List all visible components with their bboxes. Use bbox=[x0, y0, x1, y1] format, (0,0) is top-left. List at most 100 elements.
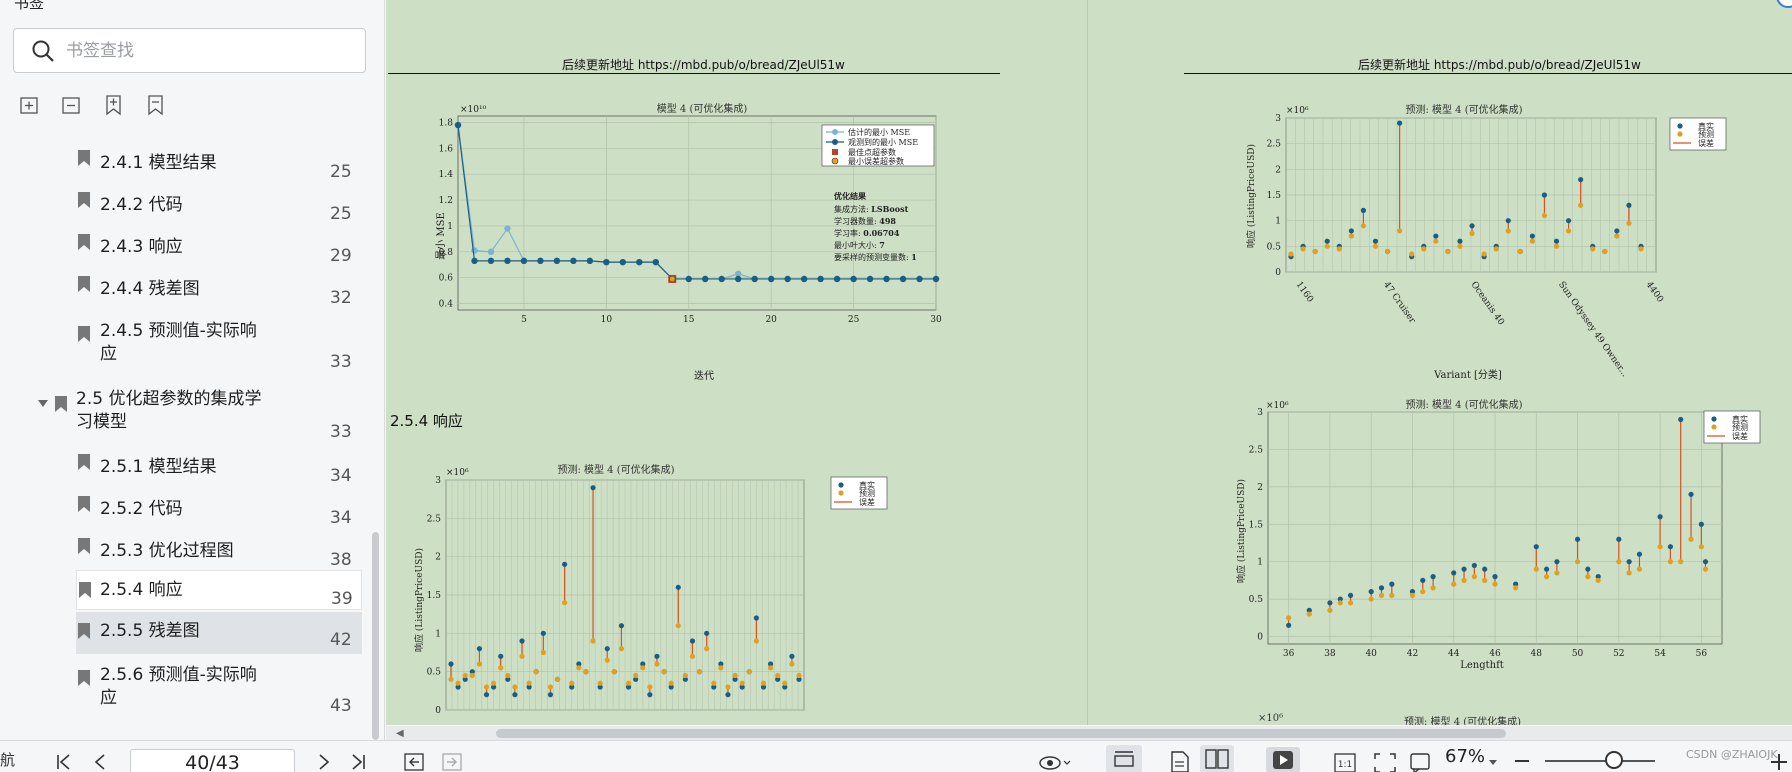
page-number-field[interactable]: 40/43 bbox=[130, 749, 295, 772]
bookmark-item[interactable]: 2.4.2 代码 25 bbox=[0, 188, 365, 228]
predicted-point bbox=[1347, 600, 1354, 606]
bookmark-search-input[interactable] bbox=[66, 37, 346, 65]
true-point bbox=[1585, 566, 1591, 572]
annotation-label: 集成方法: bbox=[834, 204, 871, 214]
single-page-icon[interactable] bbox=[1170, 751, 1190, 772]
legend-label: 真实 bbox=[859, 480, 875, 490]
bookmark-page: 42 bbox=[330, 630, 352, 650]
two-page-view-button[interactable] bbox=[1200, 745, 1234, 772]
y-tick-label: 0 bbox=[1275, 268, 1281, 278]
bookmark-item[interactable]: 2.5.1 模型结果 34 bbox=[0, 450, 365, 490]
fit-width-icon[interactable] bbox=[1410, 753, 1432, 772]
play-icon bbox=[1273, 751, 1293, 769]
predicted-point bbox=[1554, 570, 1560, 576]
document-view[interactable]: 后续更新地址 https://mbd.pub/o/bread/ZJeUl51w … bbox=[386, 0, 1792, 725]
data-point bbox=[471, 247, 478, 254]
bookmark-label: 2.5.4 响应 bbox=[100, 580, 183, 600]
add-bookmark-icon[interactable] bbox=[104, 94, 124, 116]
fit-page-icon[interactable] bbox=[1374, 753, 1396, 772]
continuous-view-button[interactable] bbox=[1106, 745, 1142, 772]
true-point bbox=[1636, 551, 1643, 557]
predicted-point bbox=[1553, 243, 1560, 249]
true-point bbox=[753, 615, 759, 621]
delete-bookmark-icon[interactable] bbox=[146, 94, 166, 116]
bookmark-page: 33 bbox=[330, 422, 352, 442]
predicted-point bbox=[1409, 251, 1415, 257]
floating-tool-icon[interactable] bbox=[1764, 0, 1792, 16]
true-point bbox=[1553, 238, 1560, 244]
scrollbar-thumb[interactable] bbox=[496, 729, 1506, 738]
play-button[interactable] bbox=[1266, 747, 1300, 772]
predicted-point bbox=[462, 672, 468, 679]
zoom-out-icon[interactable] bbox=[1514, 757, 1530, 765]
back-icon[interactable] bbox=[404, 753, 424, 771]
chart-title: 预测: 模型 4 (可优化集成) bbox=[1405, 103, 1522, 116]
data-point bbox=[652, 258, 659, 266]
zoom-dropdown-icon[interactable] bbox=[1488, 759, 1498, 767]
sidebar-scrollbar[interactable] bbox=[372, 532, 379, 740]
bookmark-item[interactable]: 2.4.4 残差图 32 bbox=[0, 272, 365, 312]
bookmark-item-hovered[interactable]: 2.5.4 响应 39 bbox=[76, 570, 362, 610]
bookmark-item[interactable]: 2.4.3 响应 29 bbox=[0, 230, 365, 270]
zoom-level[interactable]: 67% bbox=[1445, 746, 1486, 767]
bookmark-item[interactable]: 2.5.3 优化过程图 38 bbox=[0, 534, 365, 574]
true-point bbox=[1543, 566, 1550, 572]
expand-all-icon[interactable] bbox=[20, 94, 40, 116]
collapse-triangle-icon[interactable] bbox=[38, 400, 48, 407]
horizontal-scrollbar[interactable]: ◀ bbox=[386, 726, 1792, 740]
predicted-point bbox=[739, 680, 745, 686]
bookmark-label-cont: 应 bbox=[100, 344, 117, 364]
bookmark-item[interactable]: 2.5.6 预测值-实际响 应 43 bbox=[0, 658, 365, 720]
predicted-point bbox=[782, 680, 788, 686]
bookmark-page: 29 bbox=[330, 246, 352, 266]
predicted-point bbox=[1368, 596, 1374, 602]
forward-icon[interactable] bbox=[442, 753, 462, 771]
last-page-icon[interactable] bbox=[350, 754, 366, 770]
actual-size-icon[interactable]: 1:1 bbox=[1334, 753, 1356, 772]
predicted-point bbox=[732, 672, 738, 679]
x-tick-label: 52 bbox=[1613, 649, 1624, 659]
true-point bbox=[1513, 581, 1519, 587]
scroll-left-icon[interactable]: ◀ bbox=[396, 728, 404, 739]
bookmark-list: 2.4.1 模型结果 25 2.4.2 代码 25 2.4.3 响应 29 2.… bbox=[0, 144, 370, 734]
y-tick-label: 1.5 bbox=[1267, 191, 1282, 201]
bookmark-search-box[interactable] bbox=[13, 28, 366, 73]
previous-page-icon[interactable] bbox=[94, 754, 106, 770]
predicted-point bbox=[448, 676, 454, 682]
bookmark-item[interactable]: 2.5.2 代码 34 bbox=[0, 492, 365, 532]
predicted-point bbox=[526, 680, 532, 686]
predicted-point bbox=[1626, 220, 1632, 226]
min-error-marker bbox=[669, 275, 676, 283]
zoom-slider[interactable] bbox=[1545, 760, 1655, 762]
y-tick-label: 3 bbox=[435, 476, 441, 486]
predicted-point bbox=[1636, 566, 1643, 572]
data-point bbox=[718, 275, 725, 283]
predicted-point bbox=[1574, 559, 1581, 565]
collapse-all-icon[interactable] bbox=[62, 94, 82, 116]
first-page-icon[interactable] bbox=[56, 754, 72, 770]
y-tick-label: 2 bbox=[435, 553, 441, 563]
bookmark-label: 2.5.2 代码 bbox=[100, 499, 183, 519]
predicted-point bbox=[1469, 230, 1475, 237]
predicted-point bbox=[1471, 574, 1477, 580]
true-point bbox=[1409, 589, 1416, 595]
predicted-point bbox=[1286, 615, 1292, 621]
bookmark-item[interactable]: 2.4.1 模型结果 25 bbox=[0, 146, 365, 186]
chart-legend: 估计的最小 MSE 观测到的最小 MSE 最佳点超参数 最小误差超参数 bbox=[821, 124, 935, 167]
bookmark-item-section[interactable]: 2.5 优化超参数的集成学 习模型 33 bbox=[0, 384, 365, 448]
watermark: CSDN @ZHAIOJK bbox=[1686, 748, 1778, 761]
true-point bbox=[547, 692, 554, 698]
next-page-icon[interactable] bbox=[318, 754, 330, 770]
bookmark-item[interactable]: 2.4.5 预测值-实际响 应 33 bbox=[0, 314, 365, 376]
true-point bbox=[760, 684, 767, 690]
predicted-point bbox=[1493, 246, 1499, 252]
chart-legend: 真实 预测 误差 bbox=[1669, 117, 1727, 151]
zoom-in-icon[interactable] bbox=[1770, 753, 1788, 771]
zoom-slider-handle[interactable] bbox=[1605, 751, 1623, 769]
legend-label: 预测 bbox=[859, 488, 875, 498]
bookmark-item-selected[interactable]: 2.5.5 残差图 42 bbox=[76, 612, 362, 654]
eye-protection-icon[interactable] bbox=[1038, 753, 1072, 772]
true-point bbox=[633, 676, 639, 682]
predicted-point bbox=[661, 669, 667, 675]
x-axis-label: Lengthft bbox=[1460, 660, 1504, 671]
